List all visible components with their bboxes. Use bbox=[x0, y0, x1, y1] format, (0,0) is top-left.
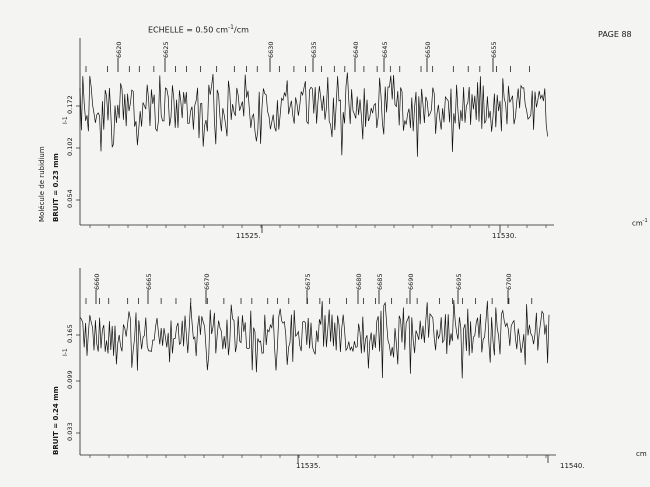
panel-1-line-label: 6640 bbox=[352, 41, 360, 58]
panel-2-line-label: 6670 bbox=[203, 273, 211, 290]
page-number: PAGE 88 bbox=[598, 30, 632, 39]
panel-1-x-tick-label: 11530. bbox=[492, 232, 517, 240]
panel-2-y-tick-label: 0.099 bbox=[66, 370, 74, 389]
panel-2-y-tick-label: 0.033 bbox=[66, 422, 74, 441]
panel-2-line-label: 6695 bbox=[455, 273, 463, 290]
panel-1-x-tick-label: 11525. bbox=[236, 232, 261, 240]
panel-1-line-label: 6635 bbox=[310, 41, 318, 58]
panel-1-line-label: 6645 bbox=[381, 41, 389, 58]
scale-label: ECHELLE = 0.50 cm-1/cm bbox=[148, 24, 249, 35]
panel-1-line-label: 6630 bbox=[267, 41, 275, 58]
panel-2-x-tick-label: 11535. bbox=[296, 462, 321, 470]
unit-label-2: cm bbox=[636, 450, 647, 458]
panel-1-line-label: 6650 bbox=[424, 41, 432, 58]
panel-2-line-label: 6680 bbox=[355, 273, 363, 290]
panel-2-line-label: 6700 bbox=[505, 273, 513, 290]
panel-2-line-label: 6690 bbox=[407, 273, 415, 290]
panel-2-line-label: 6665 bbox=[145, 273, 153, 290]
panel-2-y-tick-label: 0.165 bbox=[66, 324, 74, 343]
panel-1-y-tick-label: 0.102 bbox=[66, 137, 74, 156]
panel-1-y-tick-label: 0.054 bbox=[66, 189, 74, 208]
panel-2-x-tick-label: 11540. bbox=[560, 462, 585, 470]
panel-1-line-label: 6625 bbox=[162, 41, 170, 58]
unit-label-1: cm-1 bbox=[632, 218, 648, 228]
panel-1-line-label: 6655 bbox=[490, 41, 498, 58]
panel-2-line-label: 6675 bbox=[304, 273, 312, 290]
panel-2-line-label: 6660 bbox=[93, 273, 101, 290]
panel-2-line-label: 6685 bbox=[376, 273, 384, 290]
panel-1-spectrum-trace bbox=[79, 72, 548, 157]
panel-1-line-label: 6620 bbox=[115, 41, 123, 58]
panel-2-spectrum-trace bbox=[79, 299, 550, 379]
panel-1-y-tick-label: 0.172 bbox=[66, 95, 74, 114]
